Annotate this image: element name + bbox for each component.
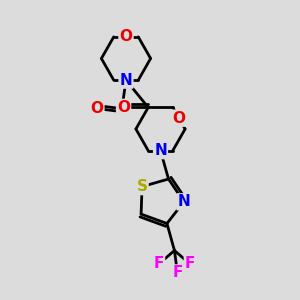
Text: F: F: [154, 256, 164, 272]
Text: N: N: [154, 143, 167, 158]
Text: F: F: [172, 266, 183, 280]
Text: O: O: [172, 111, 185, 126]
Text: O: O: [117, 100, 130, 115]
Text: F: F: [185, 256, 195, 272]
Text: O: O: [90, 101, 104, 116]
Text: S: S: [136, 179, 148, 194]
Text: N: N: [120, 73, 132, 88]
Text: O: O: [119, 29, 133, 44]
Text: N: N: [178, 194, 190, 209]
